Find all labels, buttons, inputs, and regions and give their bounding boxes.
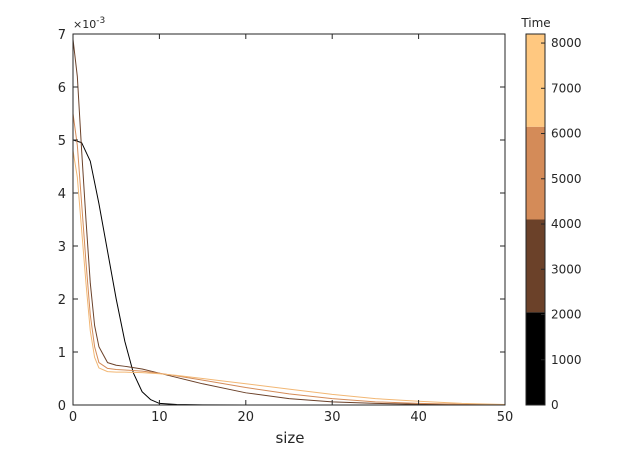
y-tick-label: 3	[58, 240, 66, 255]
colorbar-title: Time	[520, 16, 550, 30]
colorbar-tick-label: 0	[551, 398, 559, 412]
colorbar-band-1	[526, 312, 545, 405]
y-tick-label: 7	[58, 28, 66, 43]
colorbar-tick-label: 2000	[551, 308, 582, 322]
x-tick-label: 0	[69, 410, 77, 425]
x-tick-label: 20	[238, 410, 255, 425]
colorbar-tick-label: 1000	[551, 353, 582, 367]
colorbar-tick-label: 8000	[551, 36, 582, 50]
colorbar-ticks: 0 1000 2000 3000 4000 5000 6000 7000 8000	[541, 36, 582, 412]
y-tick-label: 4	[58, 187, 66, 202]
colorbar-tick-label: 4000	[551, 217, 582, 231]
colorbar-band-2	[526, 219, 545, 313]
colorbar-band-3	[526, 126, 545, 220]
x-tick-label: 40	[410, 410, 427, 425]
colorbar: 0 1000 2000 3000 4000 5000 6000 7000 8000 Time	[520, 16, 581, 412]
y-axis: 0 1 2 3 4 5 6 7	[58, 28, 505, 414]
colorbar-tick-label: 6000	[551, 127, 582, 141]
series-line-4	[73, 150, 505, 405]
y-tick-label: 5	[58, 134, 66, 149]
colorbar-bands	[526, 34, 545, 405]
colorbar-tick-label: 3000	[551, 262, 582, 276]
colorbar-tick-label: 7000	[551, 81, 582, 95]
plot-frame	[72, 33, 506, 406]
y-tick-label: 2	[58, 293, 66, 308]
y-tick-label: 1	[58, 346, 66, 361]
x-tick-label: 30	[324, 410, 341, 425]
y-multiplier-label: ×10-3	[73, 16, 105, 31]
x-tick-label: 50	[497, 410, 514, 425]
y-tick-label: 6	[58, 81, 66, 96]
colorbar-band-4	[526, 34, 545, 127]
x-tick-label: 10	[151, 410, 168, 425]
series-line-3	[73, 113, 505, 405]
colorbar-tick-label: 5000	[551, 172, 582, 186]
plot-area: 0 10 20 30 40 50 0 1 2 3 4 5 6 7 size ×10-3	[58, 16, 514, 447]
x-axis: 0 10 20 30 40 50	[69, 34, 513, 425]
y-tick-label: 0	[58, 399, 66, 414]
series-line-2	[73, 39, 505, 405]
colorbar-frame	[525, 33, 546, 406]
x-axis-label: size	[275, 429, 304, 447]
